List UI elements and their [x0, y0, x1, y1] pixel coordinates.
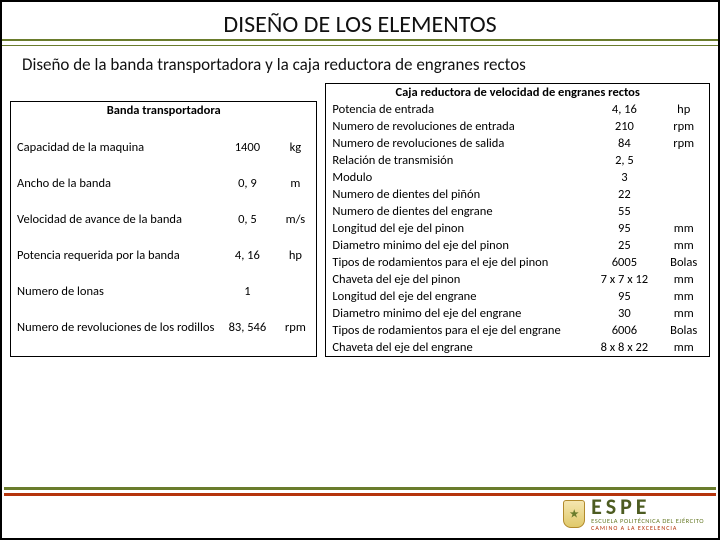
table-row: Modulo3 — [326, 169, 710, 186]
row-value: 6006 — [590, 322, 658, 339]
row-label: Velocidad de avance de la banda — [11, 211, 221, 247]
row-value: 3 — [590, 169, 658, 186]
table-row: Chaveta del eje del pinon7 x 7 x 12mm — [326, 271, 710, 288]
row-unit: mm — [658, 237, 709, 254]
row-unit: mm — [658, 339, 709, 357]
table-caja: Caja reductora de velocidad de engranes … — [325, 83, 710, 357]
row-unit: m/s — [274, 211, 317, 247]
page-subtitle: Diseño de la banda transportadora y la c… — [2, 46, 718, 83]
row-label: Tipos de rodamientos para el eje del pin… — [326, 254, 590, 271]
row-value: 6005 — [590, 254, 658, 271]
row-unit: hp — [274, 247, 317, 283]
row-label: Capacidad de la maquina — [11, 139, 221, 175]
table-row: Potencia de entrada4, 16hp — [326, 101, 710, 118]
row-label: Ancho de la banda — [11, 175, 221, 211]
table-row: Numero de revoluciones de salida84rpm — [326, 135, 710, 152]
row-label: Chaveta del eje del engrane — [326, 339, 590, 357]
row-value: 4, 16 — [220, 247, 274, 283]
row-value: 84 — [590, 135, 658, 152]
row-value: 95 — [590, 220, 658, 237]
table-banda: Banda transportadora Capacidad de la maq… — [10, 101, 317, 357]
row-label: Numero de dientes del engrane — [326, 203, 590, 220]
row-label: Chaveta del eje del pinon — [326, 271, 590, 288]
row-value: 210 — [590, 118, 658, 135]
row-value: 0, 5 — [220, 211, 274, 247]
table-row: Diametro minimo del eje del pinon25mm — [326, 237, 710, 254]
table-row: Velocidad de avance de la banda0, 5m/s — [11, 211, 317, 247]
logo-motto: CAMINO A LA EXCELENCIA — [591, 525, 704, 532]
row-value: 22 — [590, 186, 658, 203]
table-row: Longitud del eje del engrane95mm — [326, 288, 710, 305]
row-unit: Bolas — [658, 254, 709, 271]
row-label: Relación de transmisión — [326, 152, 590, 169]
row-value: 7 x 7 x 12 — [590, 271, 658, 288]
footer-bar-green — [4, 487, 716, 490]
row-value: 95 — [590, 288, 658, 305]
row-value: 25 — [590, 237, 658, 254]
row-unit: rpm — [658, 135, 709, 152]
table-row: Numero de dientes del engrane55 — [326, 203, 710, 220]
tables-container: Banda transportadora Capacidad de la maq… — [2, 83, 718, 357]
row-label: Numero de revoluciones de entrada — [326, 118, 590, 135]
row-unit: Bolas — [658, 322, 709, 339]
row-label: Diametro minimo del eje del engrane — [326, 305, 590, 322]
row-label: Numero de revoluciones de salida — [326, 135, 590, 152]
logo-espe: ★ ESPE ESCUELA POLITÉCNICA DEL EJÉRCITO … — [563, 496, 704, 532]
row-unit — [658, 152, 709, 169]
logo-text: ESPE — [591, 496, 704, 518]
row-value: 1 — [220, 283, 274, 319]
row-value: 0, 9 — [220, 175, 274, 211]
table-row: Potencia requerida por la banda4, 16hp — [11, 247, 317, 283]
logo-shield-icon: ★ — [563, 500, 585, 528]
row-unit — [658, 169, 709, 186]
row-unit — [658, 186, 709, 203]
row-label: Potencia requerida por la banda — [11, 247, 221, 283]
table-row: Diametro minimo del eje del engrane30mm — [326, 305, 710, 322]
row-label: Diametro minimo del eje del pinon — [326, 237, 590, 254]
row-unit: kg — [274, 139, 317, 175]
row-unit: rpm — [274, 319, 317, 356]
table-row: Longitud del eje del pinon95mm — [326, 220, 710, 237]
table-row: Numero de lonas1 — [11, 283, 317, 319]
row-unit — [658, 203, 709, 220]
row-value: 55 — [590, 203, 658, 220]
row-label: Modulo — [326, 169, 590, 186]
table-row: Relación de transmisión2, 5 — [326, 152, 710, 169]
row-value: 2, 5 — [590, 152, 658, 169]
table-row: Tipos de rodamientos para el eje del eng… — [326, 322, 710, 339]
row-label: Longitud del eje del pinon — [326, 220, 590, 237]
row-label: Numero de revoluciones de los rodillos — [11, 319, 221, 356]
row-unit: m — [274, 175, 317, 211]
row-unit: mm — [658, 305, 709, 322]
row-unit: mm — [658, 220, 709, 237]
t2-header: Caja reductora de velocidad de engranes … — [326, 84, 710, 102]
row-unit: rpm — [658, 118, 709, 135]
table-row: Chaveta del eje del engrane8 x 8 x 22mm — [326, 339, 710, 357]
row-value: 83, 546 — [220, 319, 274, 356]
row-value: 8 x 8 x 22 — [590, 339, 658, 357]
table-row: Numero de dientes del piñón22 — [326, 186, 710, 203]
row-unit: mm — [658, 288, 709, 305]
row-label: Numero de dientes del piñón — [326, 186, 590, 203]
row-unit — [274, 283, 317, 319]
table-row: Tipos de rodamientos para el eje del pin… — [326, 254, 710, 271]
table-row: Capacidad de la maquina1400kg — [11, 139, 317, 175]
table-row: Numero de revoluciones de los rodillos83… — [11, 319, 317, 356]
row-value: 1400 — [220, 139, 274, 175]
row-label: Potencia de entrada — [326, 101, 590, 118]
row-unit: hp — [658, 101, 709, 118]
row-value: 4, 16 — [590, 101, 658, 118]
row-value: 30 — [590, 305, 658, 322]
table-row: Ancho de la banda0, 9m — [11, 175, 317, 211]
table-row: Numero de revoluciones de entrada210rpm — [326, 118, 710, 135]
row-label: Numero de lonas — [11, 283, 221, 319]
page-title: DISEÑO DE LOS ELEMENTOS — [2, 2, 718, 41]
row-unit: mm — [658, 271, 709, 288]
t1-header: Banda transportadora — [11, 102, 317, 139]
row-label: Longitud del eje del engrane — [326, 288, 590, 305]
row-label: Tipos de rodamientos para el eje del eng… — [326, 322, 590, 339]
